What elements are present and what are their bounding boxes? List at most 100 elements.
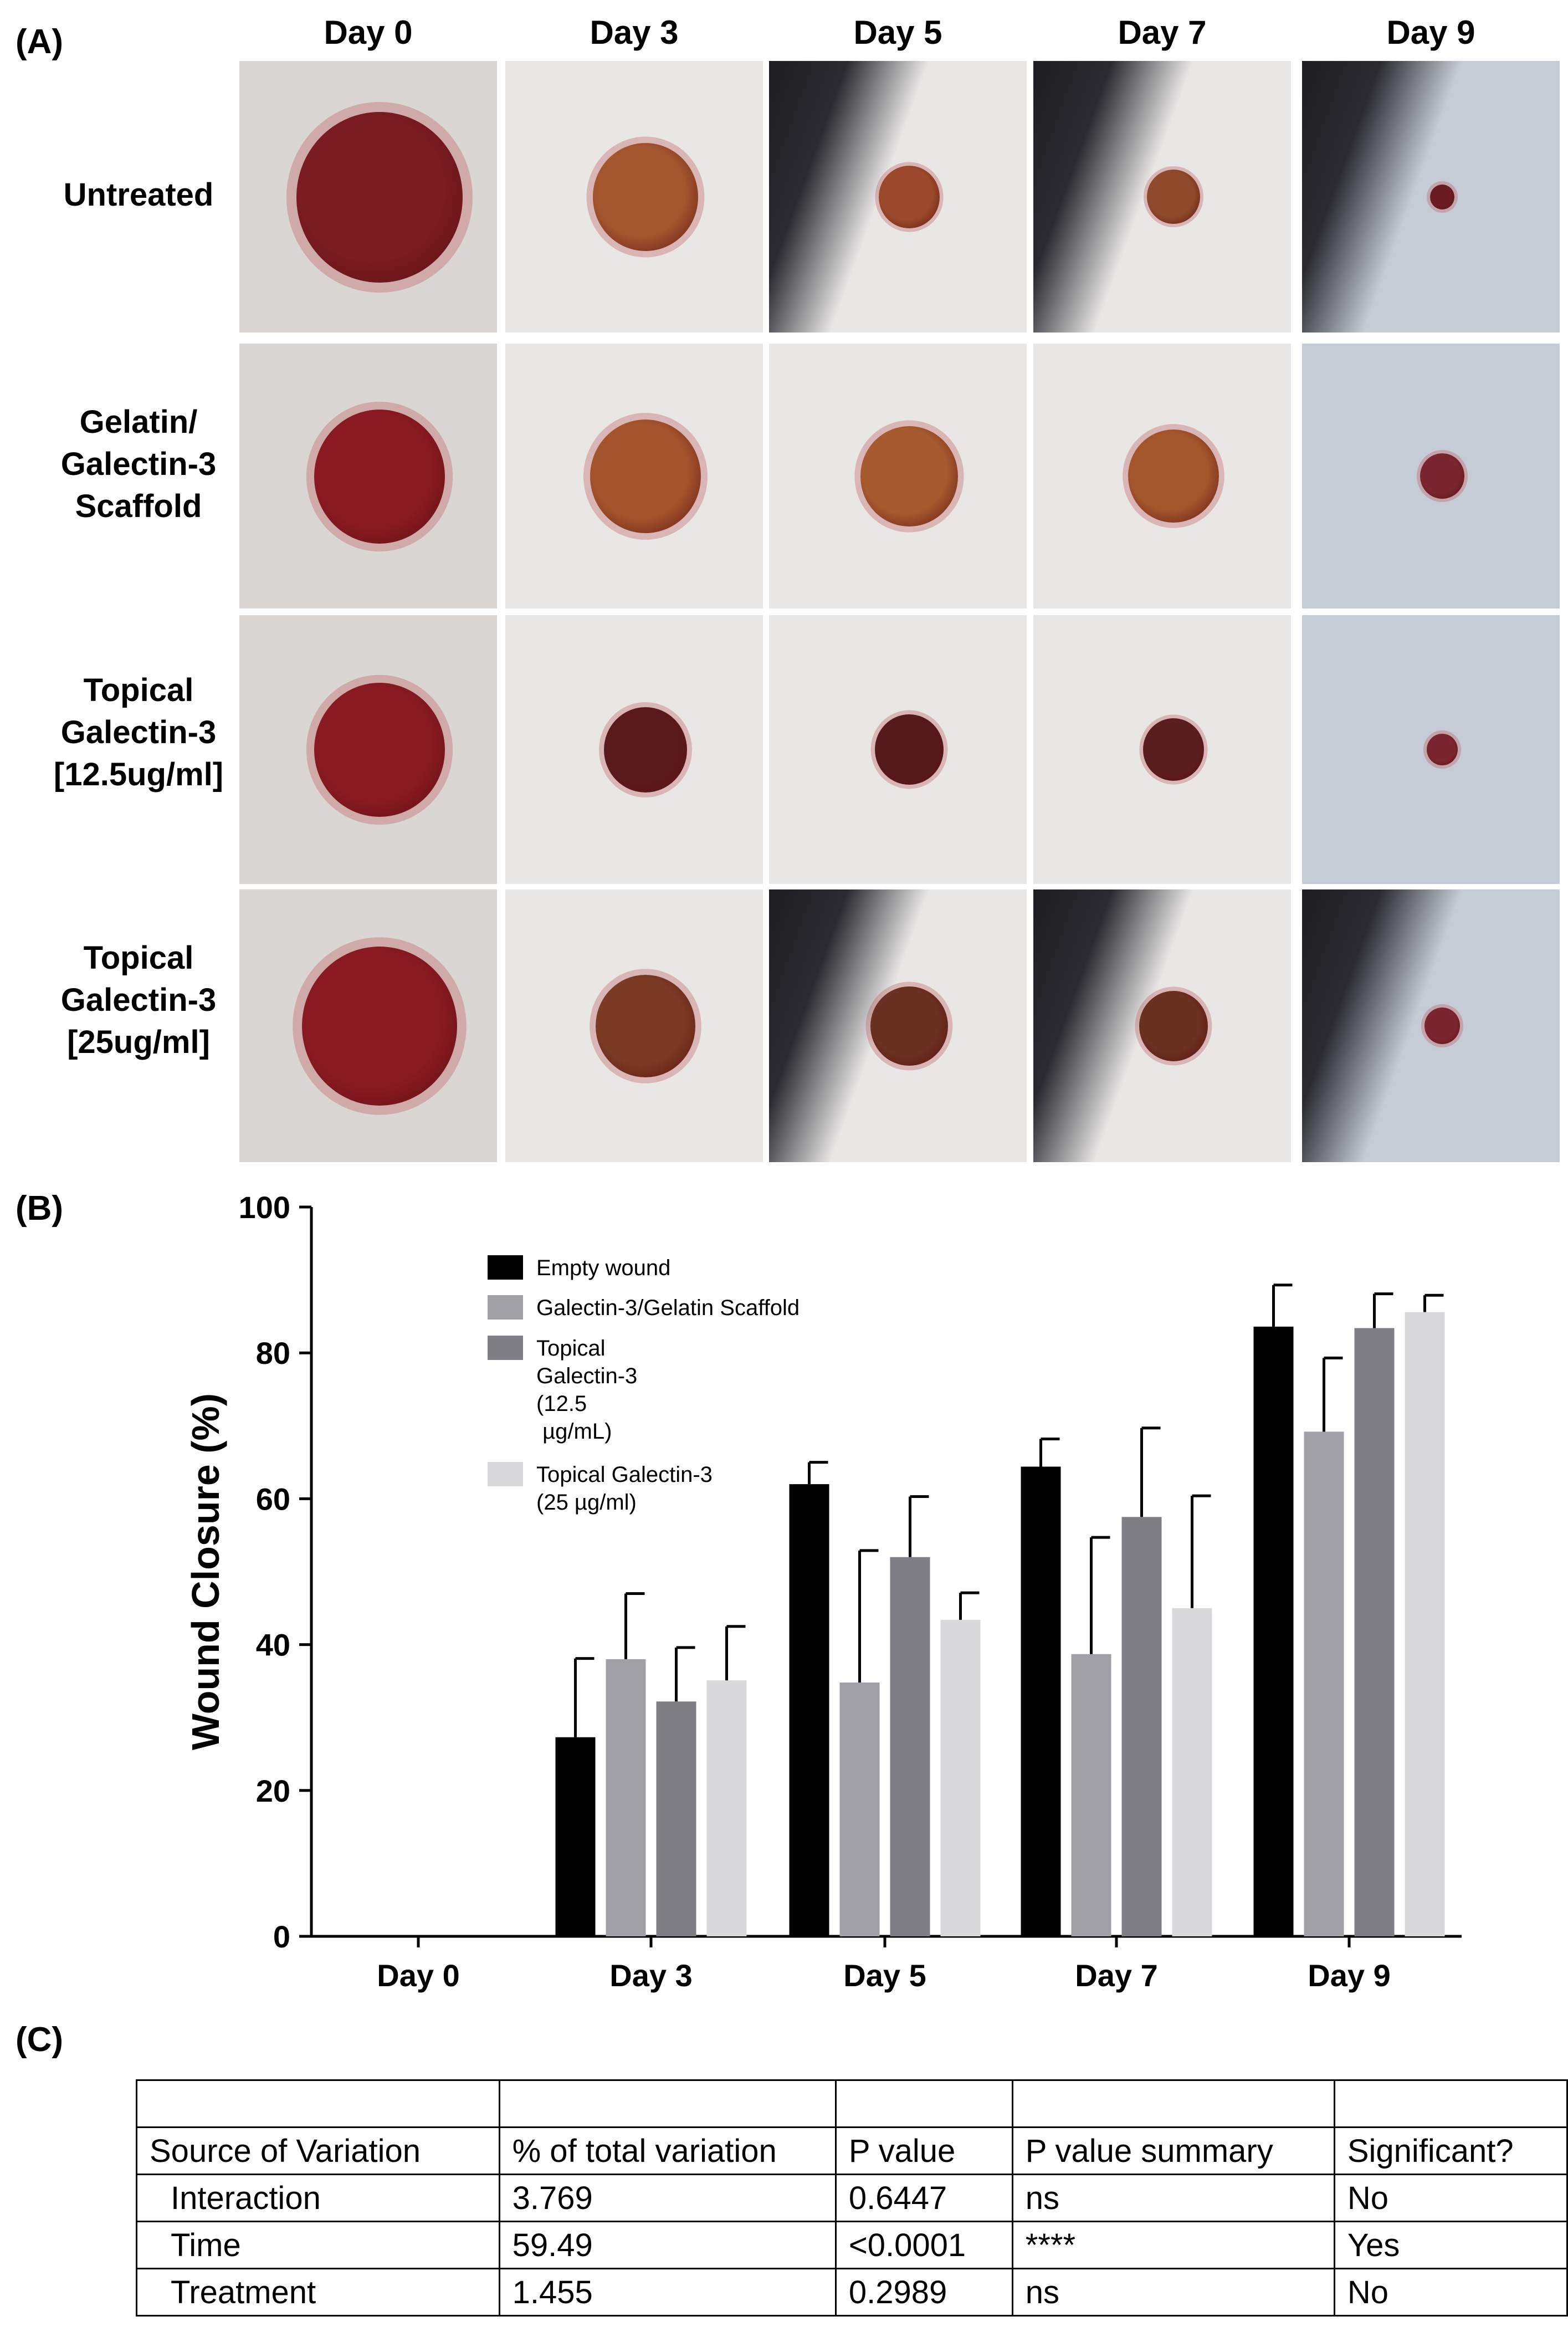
- x-tick-label: Day 5: [843, 1958, 926, 1993]
- bar: [706, 1680, 747, 1936]
- x-tick-label: Day 0: [377, 1958, 459, 1993]
- anova-table: Source of Variation% of total variation P…: [136, 2079, 1568, 2317]
- bar: [1304, 1431, 1344, 1936]
- legend-entry-line: Galectin-3/Gelatin Scaffold: [536, 1296, 800, 1320]
- row-header-treatment: Topical Galectin-3 [25ug/ml]: [39, 937, 238, 1063]
- y-tick-label: 60: [256, 1481, 290, 1516]
- y-tick-label: 0: [273, 1919, 290, 1954]
- bar: [1172, 1608, 1212, 1936]
- legend-swatch: [488, 1336, 523, 1360]
- wound-area: [603, 707, 687, 792]
- wound-area: [595, 975, 695, 1077]
- table-cell: ns: [1011, 2174, 1335, 2222]
- table-cell: [834, 2079, 1013, 2128]
- wound-area: [314, 409, 445, 544]
- bar: [1405, 1312, 1445, 1936]
- y-tick-label: 40: [256, 1628, 290, 1663]
- panel-b-label: (B): [16, 1189, 64, 1228]
- bar: [890, 1557, 930, 1936]
- panel-c-label: (C): [16, 2021, 64, 2059]
- panel-a-label: (A): [16, 23, 64, 61]
- table-cell: No: [1333, 2174, 1568, 2222]
- column-header-day: Day 9: [1386, 14, 1475, 51]
- wound-area: [314, 683, 445, 817]
- row-header-line: Topical: [83, 940, 194, 976]
- bar: [1021, 1466, 1061, 1936]
- table-cell: P value summary: [1011, 2126, 1335, 2175]
- wound-area: [592, 143, 698, 251]
- row-header-treatment: Untreated: [39, 174, 238, 216]
- legend-swatch: [488, 1295, 523, 1320]
- bar: [606, 1659, 646, 1936]
- wound-photo: [1033, 61, 1291, 333]
- bar: [555, 1737, 596, 1936]
- x-tick-label: Day 9: [1308, 1958, 1390, 1993]
- wound-area: [1139, 990, 1208, 1061]
- wound-closure-chart: 0 20 40 60 80 100 Wound Closure (%) Day 0 Day 3 D…: [184, 1190, 1462, 1993]
- wound-photo: [1302, 61, 1560, 333]
- legend-entry-line: (25 µg/ml): [536, 1490, 637, 1515]
- table-cell: 1.455: [498, 2268, 837, 2317]
- bar: [1354, 1328, 1395, 1936]
- wound-area: [870, 986, 948, 1066]
- legend-swatch: [488, 1255, 523, 1280]
- table-cell: Source of Variation: [136, 2126, 500, 2175]
- table-row: Time 59.49 <0.0001 **** Yes: [136, 2221, 1568, 2269]
- table-cell: Treatment: [136, 2268, 500, 2317]
- table-cell: [1011, 2079, 1335, 2128]
- table-cell: Significant?: [1333, 2126, 1568, 2175]
- wound-photo: [1302, 344, 1560, 608]
- wound-photo: [1302, 615, 1560, 884]
- wound-photo: [769, 615, 1027, 884]
- bar: [940, 1619, 981, 1936]
- row-header-treatment: Gelatin/Galectin-3 Scaffold: [39, 401, 238, 528]
- wound-photo: [505, 889, 763, 1162]
- wound-area: [1128, 429, 1219, 523]
- x-tick-label: Day 7: [1075, 1958, 1157, 1993]
- wound-photo: [505, 615, 763, 884]
- wound-area: [1426, 733, 1458, 766]
- legend-entry-line: µg/mL): [536, 1419, 612, 1444]
- table-row: Treatment 1.455 0.2989 ns No: [136, 2268, 1568, 2317]
- y-tick-label: 80: [256, 1336, 290, 1371]
- legend-entry-line: Empty wound: [536, 1256, 670, 1280]
- table-cell: [1333, 2079, 1568, 2128]
- bar: [1121, 1517, 1162, 1936]
- table-cell: 0.6447: [834, 2174, 1013, 2222]
- row-header-line: Galectin-3: [60, 446, 217, 482]
- wound-photo: [1302, 889, 1560, 1162]
- y-tick-label: 20: [256, 1773, 290, 1808]
- bar: [839, 1683, 880, 1936]
- legend-entry: Topical Galectin-3 (12.5 µg/mL): [536, 1336, 637, 1444]
- wound-photo: [505, 344, 763, 608]
- wound-photo: [769, 61, 1027, 333]
- table-cell: 59.49: [498, 2221, 837, 2269]
- row-header-line: Galectin-3: [60, 714, 217, 750]
- wound-area: [1429, 184, 1454, 209]
- table-cell: ns: [1011, 2268, 1335, 2317]
- row-header-line: Untreated: [63, 177, 214, 213]
- wound-photo: [239, 344, 497, 608]
- wound-area: [1142, 718, 1204, 781]
- table-cell: [136, 2079, 500, 2128]
- wound-photo: [769, 889, 1027, 1162]
- bar: [1071, 1654, 1111, 1936]
- legend-entry-line: Galectin-3: [536, 1364, 637, 1388]
- column-header-day: Day 0: [324, 14, 413, 51]
- wound-area: [878, 165, 940, 228]
- wound-area: [296, 112, 463, 283]
- table-cell: Time: [136, 2221, 500, 2269]
- table-cell: Interaction: [136, 2174, 500, 2222]
- table-blank-row: [136, 2079, 1568, 2128]
- wound-photo: [239, 889, 497, 1162]
- column-header-day: Day 7: [1118, 14, 1207, 51]
- column-header-day: Day 3: [590, 14, 679, 51]
- wound-area: [874, 714, 944, 785]
- row-header-treatment: Topical Galectin-3 [12.5ug/ml]: [39, 669, 238, 796]
- table-row: Interaction 3.769 0.6447 ns No: [136, 2174, 1568, 2222]
- wound-photo: [1033, 344, 1291, 608]
- wound-photo: [505, 61, 763, 333]
- row-header-line: [25ug/ml]: [67, 1024, 210, 1060]
- legend-entry: Empty wound: [536, 1256, 670, 1280]
- bar: [656, 1701, 696, 1936]
